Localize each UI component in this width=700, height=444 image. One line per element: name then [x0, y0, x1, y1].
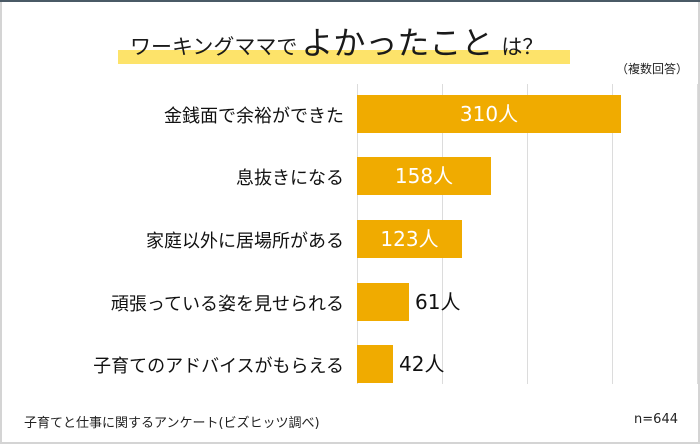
gridline: [612, 84, 613, 384]
bar-value-label: 310人: [459, 102, 519, 126]
bar: [357, 283, 409, 321]
title-prefix: ワーキングママで: [130, 35, 298, 59]
category-label: 子育てのアドバイスがもらえる: [93, 356, 344, 377]
title-suffix: は？: [501, 35, 544, 59]
bar-value-label: 61人: [415, 290, 461, 314]
category-label: 金銭面で余裕ができた: [164, 106, 344, 127]
bar-value-label: 42人: [399, 352, 445, 376]
frame-left-border: [0, 2, 2, 444]
frame-right-border: [698, 2, 700, 444]
chart-title: ワーキングママで よかったこと は？: [118, 18, 570, 68]
bar-value-label: 123人: [380, 227, 439, 251]
category-label: 頑張っている姿を見せられる: [110, 294, 344, 315]
title-highlight: [118, 50, 570, 64]
survey-source: 子育てと仕事に関するアンケート(ビズヒッツ調べ): [24, 416, 320, 431]
title-emphasis: よかったこと: [301, 24, 494, 62]
category-label: 息抜きになる: [236, 168, 344, 189]
bar-value-label: 158人: [394, 164, 454, 188]
title-text: ワーキングママで よかったこと は？: [130, 18, 543, 74]
bar: [357, 345, 393, 383]
category-label: 家庭以外に居場所がある: [146, 231, 344, 252]
sample-size: n=644: [634, 412, 678, 427]
bar: 123人: [357, 220, 462, 258]
multiple-answers-note: （複数回答）: [615, 62, 688, 76]
top-border: [0, 0, 700, 2]
gridline: [697, 84, 698, 384]
gridline: [527, 84, 528, 384]
bar: 158人: [357, 157, 491, 195]
frame-bottom-border: [0, 442, 700, 444]
bar: 310人: [357, 95, 621, 133]
